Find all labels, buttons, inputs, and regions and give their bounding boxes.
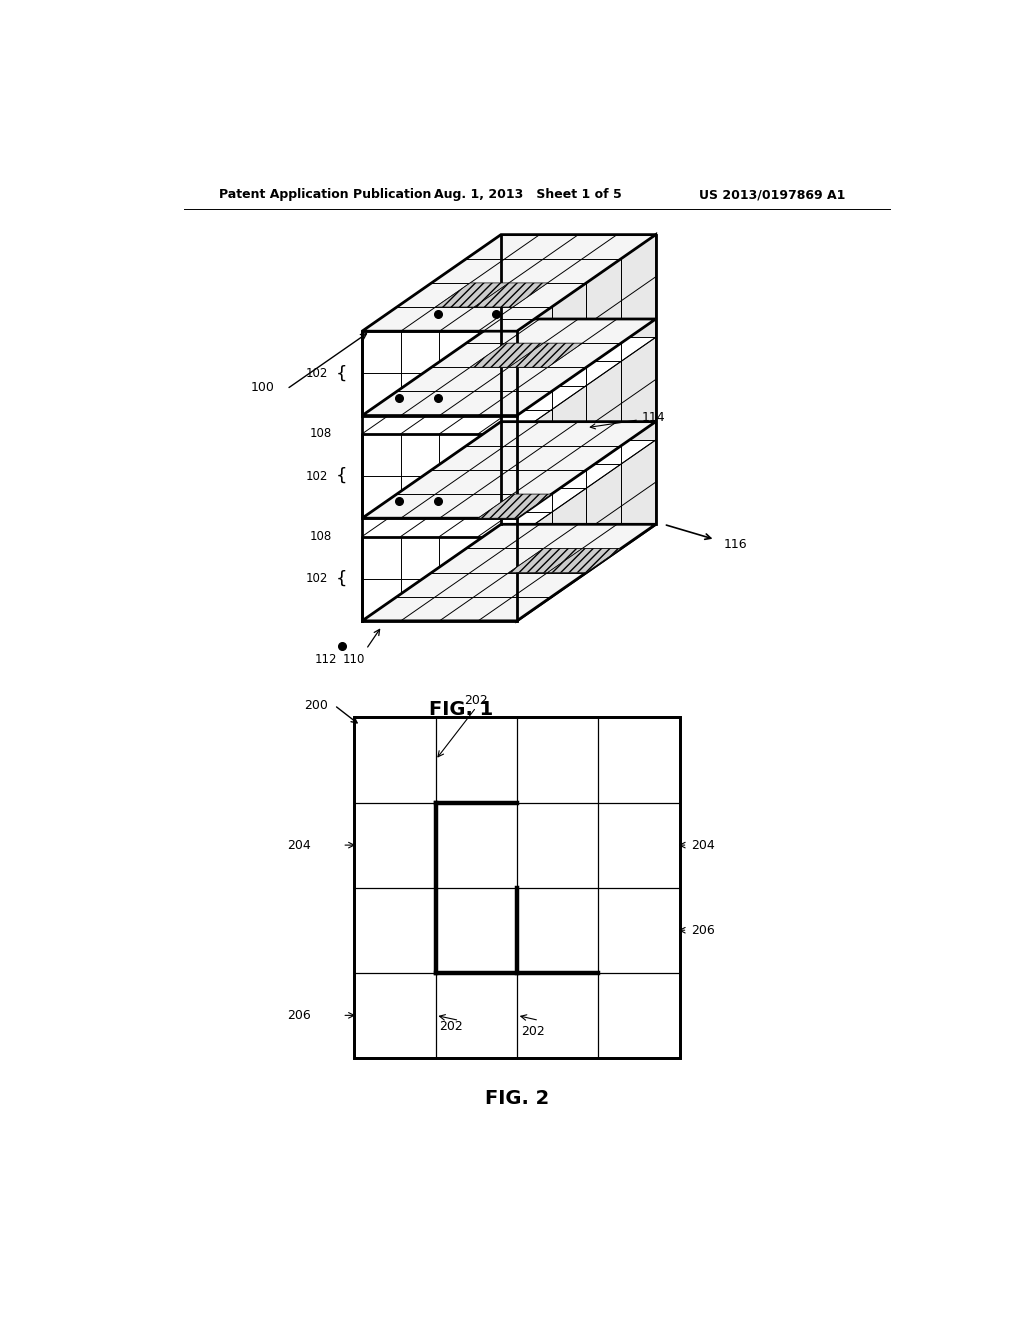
Text: 102: 102 bbox=[305, 470, 328, 483]
Polygon shape bbox=[435, 282, 509, 308]
Text: 100: 100 bbox=[251, 380, 274, 393]
Text: 202: 202 bbox=[439, 1020, 463, 1034]
Polygon shape bbox=[362, 524, 655, 620]
Text: 112: 112 bbox=[315, 653, 338, 667]
Text: 200: 200 bbox=[304, 698, 328, 711]
Text: {: { bbox=[336, 364, 347, 383]
Bar bbox=[354, 718, 680, 1057]
Text: 104: 104 bbox=[503, 467, 524, 477]
Polygon shape bbox=[517, 235, 655, 620]
Polygon shape bbox=[362, 235, 655, 331]
Text: FIG. 2: FIG. 2 bbox=[484, 1089, 549, 1107]
Text: 204: 204 bbox=[287, 838, 310, 851]
Text: 110: 110 bbox=[343, 653, 366, 667]
Text: 206: 206 bbox=[287, 1008, 310, 1022]
Text: 204: 204 bbox=[691, 838, 715, 851]
Text: 108: 108 bbox=[309, 531, 332, 543]
Polygon shape bbox=[478, 494, 552, 519]
Polygon shape bbox=[362, 440, 655, 536]
Text: {: { bbox=[336, 570, 347, 587]
Polygon shape bbox=[362, 319, 655, 416]
Text: FIG. 1: FIG. 1 bbox=[429, 700, 494, 719]
Bar bbox=[354, 718, 680, 1057]
Text: Patent Application Publication: Patent Application Publication bbox=[219, 189, 432, 202]
Text: 108: 108 bbox=[309, 428, 332, 441]
Polygon shape bbox=[362, 421, 655, 519]
Text: 202: 202 bbox=[464, 693, 488, 706]
Text: 106: 106 bbox=[526, 467, 548, 477]
Text: 102: 102 bbox=[305, 367, 328, 380]
Polygon shape bbox=[548, 548, 621, 573]
Polygon shape bbox=[509, 548, 583, 573]
Polygon shape bbox=[470, 343, 544, 367]
Polygon shape bbox=[362, 338, 655, 434]
Polygon shape bbox=[501, 235, 655, 524]
Text: 116: 116 bbox=[723, 539, 746, 552]
Text: 104: 104 bbox=[485, 376, 507, 387]
Polygon shape bbox=[509, 343, 583, 367]
Text: 202: 202 bbox=[521, 1024, 545, 1038]
Polygon shape bbox=[474, 282, 548, 308]
Text: 206: 206 bbox=[691, 924, 715, 937]
Text: {: { bbox=[336, 467, 347, 484]
Text: 108: 108 bbox=[485, 579, 507, 589]
Text: 102: 102 bbox=[305, 572, 328, 585]
Text: US 2013/0197869 A1: US 2013/0197869 A1 bbox=[699, 189, 846, 202]
Text: 108: 108 bbox=[500, 367, 521, 376]
Polygon shape bbox=[362, 235, 655, 331]
Text: 114: 114 bbox=[590, 411, 666, 429]
Text: Aug. 1, 2013   Sheet 1 of 5: Aug. 1, 2013 Sheet 1 of 5 bbox=[433, 189, 622, 202]
Text: 106: 106 bbox=[471, 589, 493, 599]
